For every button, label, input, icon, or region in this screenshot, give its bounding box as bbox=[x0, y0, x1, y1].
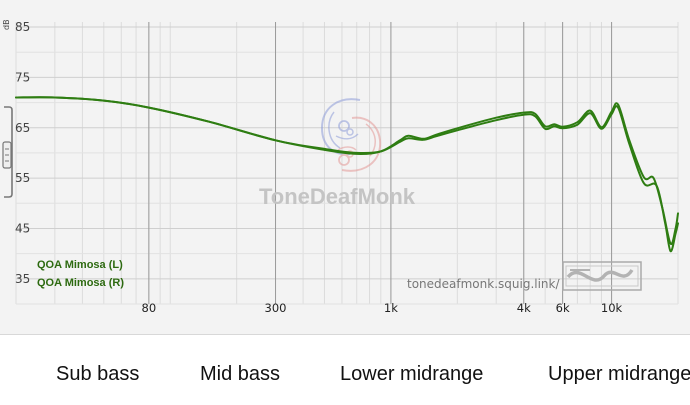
legend-label-right[interactable]: QOA Mimosa (R) bbox=[37, 277, 124, 289]
y-tick-label: 35 bbox=[15, 272, 30, 286]
watermark-brand-text: ToneDeafMonk bbox=[259, 184, 416, 209]
fr-curve-right[interactable] bbox=[15, 96, 679, 246]
y-unit-label: dB bbox=[2, 19, 11, 30]
range-lower-midrange: Lower midrange bbox=[340, 363, 484, 385]
y-tick-label: 55 bbox=[15, 171, 30, 185]
x-tick-label: 80 bbox=[142, 301, 157, 315]
range-sub-bass: Sub bass bbox=[56, 363, 140, 385]
range-upper-midrange: Upper midrange bbox=[548, 363, 690, 385]
x-tick-label: 300 bbox=[265, 301, 287, 315]
tonedeafmonk-logo bbox=[320, 98, 382, 172]
y-zoom-handle[interactable] bbox=[4, 106, 13, 198]
curves-layer bbox=[15, 96, 679, 253]
y-tick-label: 85 bbox=[15, 20, 30, 34]
tick-labels-layer: 35 45 55 65 75 85 80 300 1k 4k 6k 10k bbox=[15, 20, 623, 315]
y-tick-label: 75 bbox=[15, 70, 30, 84]
frequency-range-bar: Sub bass Mid bass Lower midrange Upper m… bbox=[0, 334, 690, 405]
range-mid-bass: Mid bass bbox=[200, 363, 281, 385]
grid-layer bbox=[15, 22, 679, 305]
x-tick-label: 6k bbox=[556, 301, 570, 315]
y-tick-label: 65 bbox=[15, 121, 30, 135]
legend-label-left[interactable]: QOA Mimosa (L) bbox=[37, 259, 123, 271]
x-tick-label: 10k bbox=[601, 301, 623, 315]
x-tick-label: 4k bbox=[517, 301, 531, 315]
watermark-url: tonedeafmonk.squig.link/ bbox=[407, 277, 560, 291]
graph-panel: ToneDeafMonk 35 45 55 65 75 85 80 300 1k 4k 6k 10k … bbox=[0, 0, 690, 334]
y-tick-label: 45 bbox=[15, 221, 30, 235]
x-tick-label: 1k bbox=[384, 301, 398, 315]
squiglink-logo bbox=[562, 261, 642, 291]
